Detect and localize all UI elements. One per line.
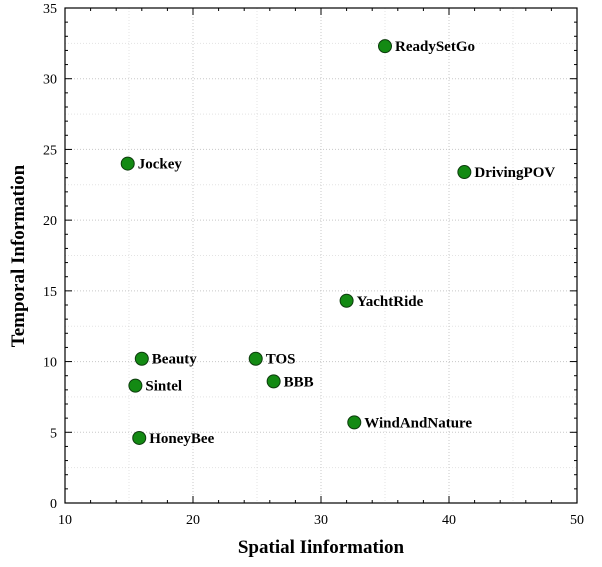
data-label-sintel: Sintel: [145, 379, 182, 395]
data-point-sintel: [128, 378, 143, 393]
data-point-jockey: [120, 156, 135, 171]
y-tick-label: 15: [43, 285, 57, 300]
data-label-readysetgo: ReadySetGo: [395, 39, 475, 55]
data-point-drivingpov: [457, 165, 472, 180]
data-point-beauty: [134, 351, 149, 366]
axis-ticks: 10 20 30 40 50 0 5 10 15 20 25 30 35: [43, 2, 584, 528]
y-tick-label: 5: [50, 426, 57, 441]
x-tick-label: 40: [442, 513, 456, 528]
y-tick-label: 25: [43, 143, 57, 158]
data-point-bbb: [266, 374, 281, 389]
data-point-tos: [248, 351, 263, 366]
data-label-yachtride: YachtRide: [357, 294, 424, 310]
data-label-jockey: Jockey: [138, 157, 183, 173]
x-tick-label: 30: [314, 513, 328, 528]
data-point-windandnature: [347, 415, 362, 430]
grid-lines: [65, 8, 577, 503]
data-label-drivingpov: DrivingPOV: [474, 165, 555, 181]
y-tick-label: 10: [43, 356, 57, 371]
data-point-yachtride: [339, 293, 354, 308]
data-label-bbb: BBB: [284, 374, 314, 390]
data-label-beauty: Beauty: [152, 352, 198, 368]
x-axis-title: Spatial Iinformation: [238, 537, 405, 558]
data-label-honeybee: HoneyBee: [149, 431, 214, 447]
data-points: ReadySetGo DrivingPOV Jockey YachtRide Beaut…: [120, 39, 555, 447]
y-tick-label: 20: [43, 214, 57, 229]
x-tick-label: 50: [570, 513, 584, 528]
x-tick-label: 20: [186, 513, 200, 528]
data-point-readysetgo: [378, 39, 392, 54]
y-axis-title: Temporal Information: [8, 164, 29, 347]
y-tick-label: 0: [50, 497, 57, 512]
data-label-tos: TOS: [266, 352, 296, 368]
data-label-windandnature: WindAndNature: [364, 415, 472, 431]
x-tick-label: 10: [58, 513, 72, 528]
y-tick-label: 35: [43, 2, 57, 17]
data-point-honeybee: [132, 430, 147, 445]
y-tick-label: 30: [43, 73, 57, 88]
